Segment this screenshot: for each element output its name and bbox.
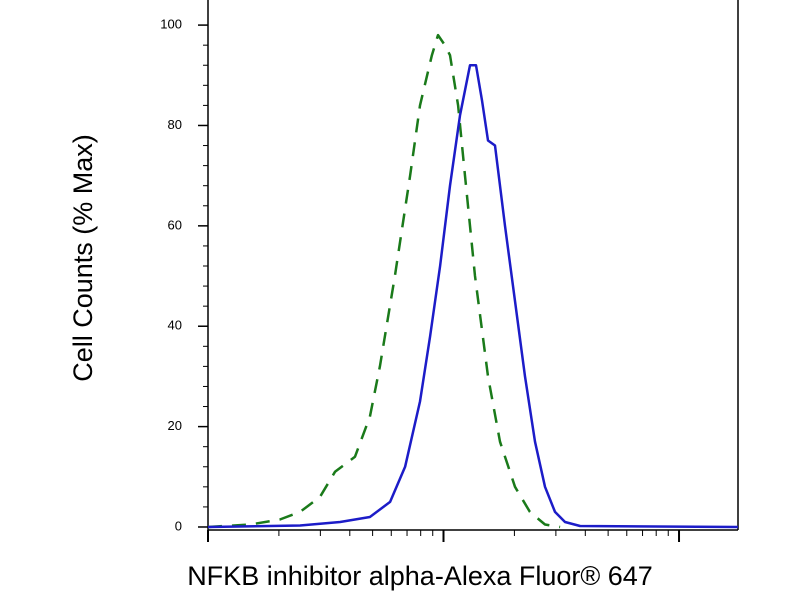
y-tick-label: 100: [160, 17, 182, 32]
y-tick-label: 0: [175, 518, 182, 533]
histogram-line: [207, 33, 561, 529]
y-tick-label: 40: [168, 318, 182, 333]
y-axis-title: Cell Counts (% Max): [68, 134, 98, 382]
y-tick-label: 20: [168, 418, 182, 433]
x-axis-title: NFKB inhibitor alpha-Alexa Fluor® 647: [187, 561, 653, 591]
histogram-line: [207, 63, 739, 529]
y-tick-label: 80: [168, 117, 182, 132]
y-tick-label: 60: [168, 217, 182, 232]
